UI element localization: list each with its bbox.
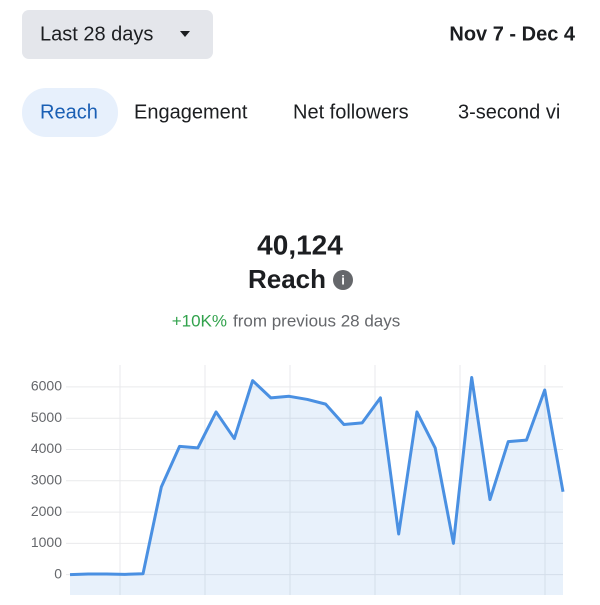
total-value: 40,124 <box>257 229 343 260</box>
change-value: +10K% <box>172 311 227 330</box>
y-tick-label: 0 <box>54 565 62 581</box>
vertical-grid <box>119 365 546 595</box>
area-fill <box>70 377 563 595</box>
y-tick-label: 6000 <box>31 378 62 394</box>
metric-name: Reach <box>248 264 326 294</box>
y-tick-label: 3000 <box>31 471 62 487</box>
tab[interactable]: Reach <box>40 101 98 123</box>
range-button-label[interactable]: Last 28 days <box>40 23 153 45</box>
tab[interactable]: Net followers <box>293 101 409 123</box>
info-icon[interactable] <box>333 270 353 290</box>
range-button[interactable] <box>22 10 213 59</box>
y-tick-label: 5000 <box>31 409 62 425</box>
y-tick-label: 2000 <box>31 503 62 519</box>
chart: 0 1000 2000 3000 4000 5000 6000 <box>31 376 565 595</box>
y-tick-label: 1000 <box>31 534 62 550</box>
line <box>69 376 565 577</box>
tab[interactable]: 3-second vi <box>458 101 560 123</box>
tab[interactable]: Engagement <box>134 101 248 123</box>
info-icon-glyph[interactable]: i <box>341 272 345 287</box>
y-tick-label: 4000 <box>31 440 62 456</box>
comparison-text: from previous 28 days <box>233 311 400 330</box>
tab-selected-bg[interactable] <box>22 88 118 137</box>
date-range: Nov 7 - Dec 4 <box>449 23 575 45</box>
caret-icon[interactable] <box>180 31 190 37</box>
